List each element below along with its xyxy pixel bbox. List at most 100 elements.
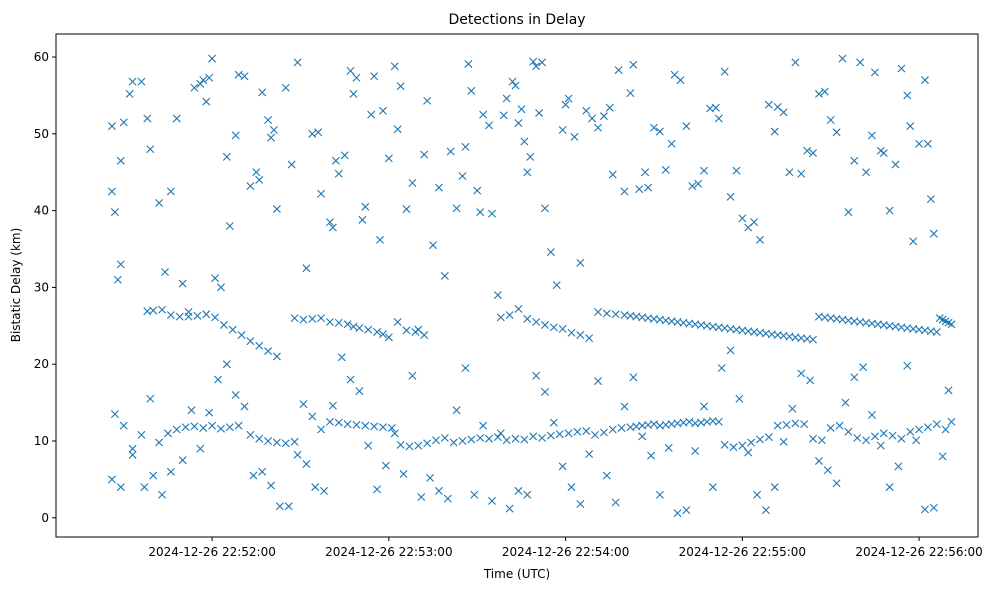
data-point	[281, 439, 290, 448]
data-point	[343, 420, 352, 429]
data-point	[467, 435, 476, 444]
data-point	[862, 436, 871, 445]
x-tick-label: 2024-12-26 22:53:00	[325, 545, 452, 559]
data-point	[299, 400, 308, 409]
data-point	[423, 439, 432, 448]
data-point	[370, 72, 379, 81]
data-point	[264, 437, 273, 445]
data-point	[402, 205, 411, 214]
data-point	[694, 179, 703, 188]
data-point	[258, 88, 267, 97]
data-point	[146, 394, 155, 403]
data-point	[714, 114, 723, 123]
data-point	[594, 123, 602, 132]
data-point	[867, 410, 876, 419]
data-point	[246, 337, 255, 346]
data-point	[814, 89, 823, 98]
data-point	[573, 427, 582, 436]
data-point	[264, 116, 273, 124]
data-point	[649, 420, 658, 429]
data-point	[558, 462, 567, 471]
data-point	[788, 404, 797, 413]
data-point	[888, 431, 897, 440]
data-point	[791, 58, 800, 67]
data-point	[655, 490, 664, 499]
data-point	[809, 149, 818, 158]
data-point	[717, 364, 726, 373]
data-point	[582, 427, 591, 436]
data-point	[685, 417, 694, 426]
data-point	[302, 460, 311, 469]
data-point	[720, 67, 729, 76]
data-point	[885, 483, 894, 492]
data-point	[417, 493, 426, 502]
data-point	[246, 182, 255, 191]
data-point	[602, 471, 611, 480]
data-point	[293, 450, 302, 459]
data-point	[267, 133, 276, 142]
data-point	[172, 114, 181, 123]
data-point	[446, 147, 455, 156]
data-point	[540, 204, 549, 213]
data-point	[346, 66, 355, 75]
data-point	[876, 441, 885, 450]
data-point	[644, 183, 653, 192]
data-point	[770, 483, 779, 492]
data-point	[408, 371, 417, 380]
data-point	[714, 417, 723, 426]
data-point	[405, 442, 414, 451]
data-point	[850, 156, 859, 165]
data-point	[181, 423, 190, 432]
data-point	[158, 305, 167, 314]
x-tick-label: 2024-12-26 22:52:00	[148, 545, 275, 559]
data-point	[838, 54, 847, 63]
data-point	[393, 125, 402, 134]
data-point	[726, 192, 735, 201]
data-point	[358, 215, 367, 224]
data-point	[234, 70, 243, 79]
data-point	[605, 103, 614, 112]
data-point	[764, 433, 773, 442]
data-point	[408, 178, 417, 187]
data-point	[514, 119, 523, 128]
data-point	[461, 364, 470, 373]
data-point	[870, 68, 879, 77]
data-point	[570, 132, 579, 141]
x-tick-label: 2024-12-26 22:55:00	[679, 545, 806, 559]
data-point	[817, 436, 826, 445]
data-point	[252, 168, 261, 177]
data-point	[535, 109, 544, 118]
data-point	[320, 486, 329, 495]
data-point	[470, 490, 479, 499]
data-point	[691, 447, 700, 455]
data-point	[361, 421, 370, 430]
data-point	[432, 436, 440, 445]
data-point	[216, 283, 225, 292]
data-point	[493, 291, 502, 300]
data-point	[558, 126, 567, 134]
data-point	[514, 304, 523, 313]
data-point	[747, 438, 756, 447]
data-point	[708, 483, 717, 492]
data-point	[511, 81, 520, 90]
data-point	[458, 437, 467, 445]
data-point	[617, 423, 626, 432]
data-point	[906, 122, 915, 131]
data-point	[756, 435, 765, 444]
data-point	[496, 429, 505, 438]
data-point	[620, 187, 629, 196]
data-point	[128, 444, 137, 453]
data-point	[352, 420, 361, 429]
data-point	[832, 128, 841, 137]
data-point	[314, 128, 323, 137]
data-point	[240, 402, 249, 411]
data-point	[255, 341, 264, 350]
data-point	[485, 434, 494, 443]
data-point	[402, 326, 411, 335]
data-point	[378, 330, 387, 339]
data-point	[396, 440, 405, 449]
data-point	[806, 376, 815, 385]
data-point	[267, 481, 276, 490]
data-point	[591, 430, 600, 439]
